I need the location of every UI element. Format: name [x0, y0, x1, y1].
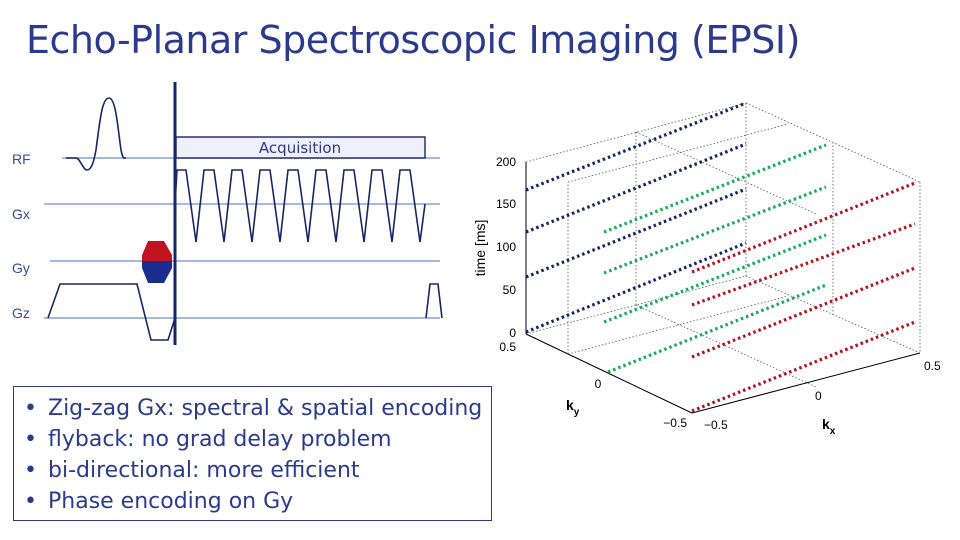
ky-tick: 0.5 — [499, 340, 516, 354]
guide — [567, 295, 789, 355]
trajectory-line — [525, 142, 747, 234]
trajectory-ky-mid — [603, 143, 827, 374]
acquisition-label: Acquisition — [259, 139, 341, 157]
guide — [525, 102, 747, 163]
time-axis-label: time [ms] — [472, 220, 488, 277]
kx-ticks: −0.5 0 0.5 — [704, 359, 941, 432]
bullet-item: Zig-zag Gx: spectral & spatial encoding — [20, 393, 491, 424]
ky-ticks: 0.5 0 −0.5 — [499, 340, 687, 430]
bullet-item: Phase encoding on Gy — [20, 486, 491, 517]
time-tick: 50 — [503, 283, 517, 297]
trajectory-line — [525, 241, 747, 334]
trajectory-ky-pos — [691, 181, 916, 413]
box-edge — [691, 352, 921, 414]
time-tick: 200 — [496, 155, 516, 169]
trajectory-line — [603, 185, 827, 275]
gy-blip-negative — [142, 261, 172, 283]
kx-tick: −0.5 — [704, 418, 728, 432]
slide-title: Echo-Planar Spectroscopic Imaging (EPSI) — [26, 18, 800, 62]
kx-tick: 0 — [815, 389, 822, 403]
guide — [745, 102, 921, 183]
trajectory-line — [691, 181, 916, 274]
acquisition-window — [175, 136, 426, 159]
kx-label-main: k — [822, 416, 830, 432]
time-tick: 100 — [496, 240, 516, 254]
gy-label: Gy — [12, 260, 30, 276]
guide — [567, 123, 789, 183]
rf-pulse — [66, 97, 127, 171]
ky-tick: −0.5 — [663, 416, 687, 430]
ky-label-main: k — [566, 397, 574, 413]
ky-tick: 0 — [595, 377, 602, 391]
gz-waveform — [47, 283, 176, 341]
pulse-sequence: RF Gx Gy Gz Acquisition — [12, 82, 443, 345]
bullet-list: Zig-zag Gx: spectral & spatial encoding … — [20, 393, 491, 517]
trajectory-line — [603, 143, 827, 234]
time-tick: 0 — [509, 326, 516, 340]
trajectory-ky-neg — [525, 101, 747, 334]
time-tick: 150 — [496, 197, 516, 211]
gy-blip-positive — [142, 241, 172, 261]
summary-box: Zig-zag Gx: spectral & spatial encoding … — [13, 386, 492, 521]
trajectory-line — [607, 283, 827, 374]
ky-label-sub: y — [574, 407, 580, 418]
guide — [635, 131, 817, 215]
bullet-item: flyback: no grad delay problem — [20, 424, 491, 455]
rf-label: RF — [12, 151, 31, 167]
trajectory-line — [603, 233, 827, 324]
gx-zigzag-waveform — [174, 169, 426, 243]
bullet-item: bi-directional: more efficient — [20, 455, 491, 486]
kx-axis-label: kx — [822, 416, 836, 437]
trajectory-line — [525, 187, 747, 279]
kx-tick: 0.5 — [924, 359, 941, 373]
trajectory-line — [525, 101, 747, 192]
trajectory-line — [691, 320, 916, 413]
plot-box — [525, 162, 921, 414]
ky-axis-label: ky — [566, 397, 580, 418]
plot-guides — [525, 102, 921, 388]
time-ticks: 0 50 100 150 200 — [496, 155, 516, 340]
trajectory-line — [691, 266, 916, 359]
box-edge — [609, 373, 693, 414]
guide — [525, 275, 747, 335]
kspace-time-plot: 0 50 100 150 200 time [ms] 0.5 0 −0.5 −0… — [472, 101, 941, 437]
trajectory-line — [691, 222, 916, 307]
gz-crusher — [425, 283, 443, 319]
gz-label: Gz — [12, 305, 30, 321]
kx-label-sub: x — [830, 426, 836, 437]
gx-label: Gx — [12, 206, 30, 222]
